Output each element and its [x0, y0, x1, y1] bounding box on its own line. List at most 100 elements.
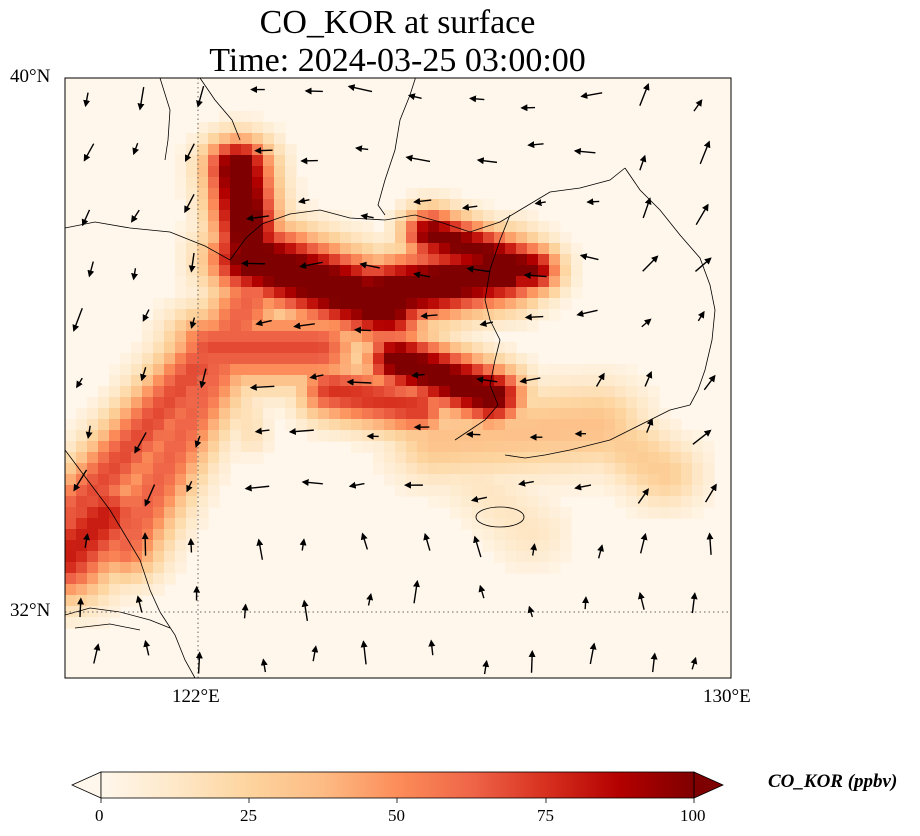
wind-arrow [348, 481, 365, 489]
wind-arrow [93, 643, 101, 664]
colorbar-tick-0: 0 [95, 806, 104, 825]
wind-arrow [524, 313, 544, 321]
wind-arrow [692, 429, 712, 445]
wind-arrow [360, 640, 368, 665]
wind-arrow [85, 425, 93, 439]
wind-arrow [137, 87, 145, 111]
wind-arrow [423, 532, 431, 551]
lat-label-40n: 40°N [10, 66, 51, 87]
wind-arrow [407, 93, 422, 101]
wind-arrow [360, 213, 374, 220]
wind-arrow [706, 532, 714, 555]
wind-arrow [81, 209, 91, 227]
wind-arrow [534, 199, 546, 207]
colorbar-label: CO_KOR (ppbv) [768, 771, 898, 792]
wind-arrow [642, 255, 659, 272]
wind-arrow [582, 596, 590, 610]
wind-arrow [83, 92, 91, 108]
wind-arrow [579, 253, 599, 261]
wind-arrow [527, 605, 535, 618]
wind-arrow [188, 252, 196, 273]
wind-arrow [359, 261, 380, 269]
wind-arrow [196, 85, 205, 108]
wind-arrow [77, 597, 85, 618]
wind-arrow [254, 147, 273, 155]
wind-arrow [255, 319, 272, 327]
lat-label-32n: 32°N [10, 600, 51, 621]
colorbar-tick-100: 100 [680, 806, 706, 825]
wind-arrow [478, 584, 486, 599]
wind-arrow [595, 372, 605, 387]
lon-label-130e: 130°E [703, 686, 751, 707]
wind-arrow [256, 538, 264, 560]
wind-arrow [142, 309, 150, 322]
wind-arrow [72, 307, 83, 332]
wind-arrow [83, 532, 90, 548]
wind-arrow [650, 652, 658, 673]
wind-arrow [131, 268, 139, 281]
wind-arrow [353, 326, 371, 334]
wind-arrow [366, 593, 374, 606]
wind-arrow [346, 378, 372, 386]
wind-arrow [574, 483, 592, 491]
wind-arrow [637, 488, 649, 504]
wind-arrow [642, 197, 652, 219]
wind-arrow [694, 257, 712, 272]
wind-arrow [469, 95, 485, 103]
wind-arrow [132, 142, 139, 156]
wind-arrow [527, 141, 544, 149]
wind-arrow [304, 87, 323, 95]
wind-arrow [301, 478, 323, 486]
wind-arrow [639, 154, 647, 171]
wind-vectors [72, 83, 717, 675]
wind-arrow [637, 591, 645, 610]
wind-arrow [703, 374, 716, 391]
wind-arrow [476, 157, 498, 165]
wind-arrow [185, 143, 195, 163]
wind-arrow [299, 538, 307, 551]
wind-arrow [589, 642, 597, 665]
wind-arrow [135, 595, 143, 613]
wind-arrow [360, 532, 369, 550]
wind-arrow [530, 543, 538, 556]
wind-arrow [299, 261, 323, 269]
wind-arrow [693, 99, 703, 112]
wind-arrow [131, 209, 140, 223]
wind-arrow [76, 377, 83, 389]
wind-arrow [523, 271, 547, 279]
wind-arrow [690, 656, 698, 670]
wind-arrow [241, 603, 249, 619]
colorbar-tick-50: 50 [388, 806, 405, 825]
wind-arrow [639, 532, 648, 554]
wind-arrow [644, 370, 653, 387]
wind-arrow [699, 140, 711, 165]
colorbar-gradient [101, 772, 694, 798]
wind-arrow [411, 371, 425, 379]
wind-arrow [249, 383, 275, 391]
wind-arrow [413, 271, 431, 279]
map-title-line-2: Time: 2024-03-25 03:00:00 [209, 42, 586, 79]
wind-arrow [355, 145, 369, 153]
lon-label-122e: 122°E [172, 686, 220, 707]
wind-arrow [246, 214, 270, 222]
co-concentration-field [65, 111, 715, 629]
wind-arrow [87, 261, 95, 278]
wind-arrow [186, 480, 193, 493]
wind-arrow [288, 428, 314, 436]
wind-arrow [254, 427, 270, 435]
wind-arrow [184, 194, 195, 214]
wind-arrow [309, 372, 324, 380]
wind-arrow [199, 368, 207, 389]
wind-arrow [260, 658, 268, 673]
wind-arrow [482, 659, 490, 675]
wind-arrow [466, 265, 491, 273]
wind-arrow [413, 579, 420, 604]
wind-arrow [646, 418, 654, 433]
wind-arrow [586, 198, 600, 206]
wind-arrow [83, 143, 95, 162]
wind-arrow [311, 645, 319, 662]
wind-arrow [413, 197, 432, 205]
wind-arrow [144, 484, 156, 507]
